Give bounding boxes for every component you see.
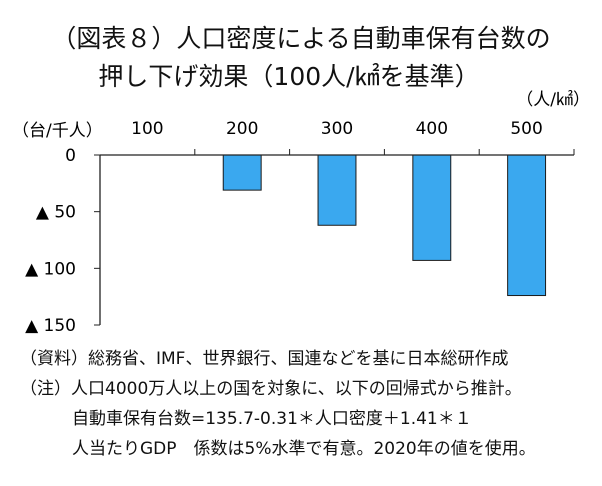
chart-title-line1: （図表８）人口密度による自動車保有台数の [51, 24, 551, 53]
y-tick-label: ▲ 150 [25, 316, 76, 336]
x-tick-label: 200 [226, 119, 258, 139]
x-tick-label: 300 [321, 119, 353, 139]
chart-title-line2: 押し下げ効果（100人/㎢を基準） [98, 62, 480, 91]
bar-400 [412, 154, 452, 261]
notes-block: （資料）総務省、IMF、世界銀行、国連などを基に日本総研作成 （注）人口4000… [20, 344, 536, 464]
y-tick-label: ▲ 100 [25, 259, 76, 279]
note-line-1: （注）人口4000万人以上の国を対象に、以下の回帰式から推計。 [20, 379, 522, 399]
note-line-2: 自動車保有台数=135.7-0.31＊人口密度＋1.41＊１ [72, 409, 472, 429]
x-tick-label: 400 [416, 119, 448, 139]
x-tick-label: 500 [510, 119, 542, 139]
y-axis-label: （台/千人） [12, 121, 103, 141]
bar-300 [317, 154, 357, 226]
x-tick-label: 100 [131, 119, 163, 139]
y-tick-label: ▲ 50 [36, 203, 76, 223]
y-tick-label: 0 [65, 146, 76, 166]
bar-500 [507, 154, 547, 297]
bar-200 [222, 154, 262, 191]
note-line-3: 人当たりGDP 係数は5%水準で有意。2020年の値を使用。 [72, 439, 536, 459]
x-axis-label: （人/㎢） [516, 90, 590, 110]
source-note: （資料）総務省、IMF、世界銀行、国連などを基に日本総研作成 [20, 349, 509, 369]
